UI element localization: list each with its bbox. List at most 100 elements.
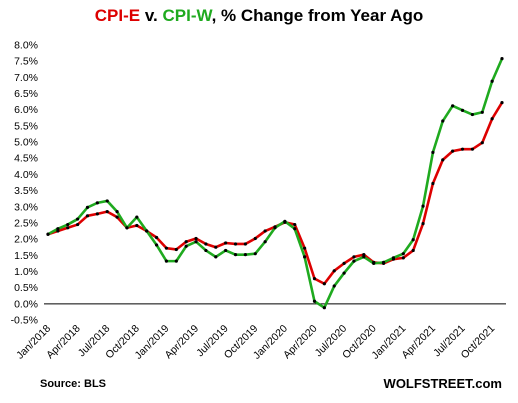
y-tick-label: 1.0%	[14, 266, 38, 278]
data-point-cpi-w	[470, 112, 474, 117]
data-point-cpi-w	[322, 306, 326, 310]
y-tick-label: 4.0%	[14, 169, 38, 181]
data-point-cpi-e	[500, 100, 504, 105]
data-point-cpi-e	[253, 236, 257, 241]
data-point-cpi-e	[411, 248, 415, 253]
data-point-cpi-w	[125, 226, 129, 230]
data-point-cpi-w	[184, 244, 188, 248]
data-point-cpi-w	[352, 259, 356, 263]
title-rest: , % Change from Year Ago	[211, 6, 424, 25]
data-point-cpi-w	[194, 240, 198, 244]
data-point-cpi-w	[460, 108, 465, 112]
data-point-cpi-e	[451, 149, 455, 153]
data-point-cpi-e	[214, 245, 218, 249]
data-point-cpi-w	[105, 199, 109, 203]
data-point-cpi-e	[224, 241, 228, 245]
data-point-cpi-e	[293, 222, 297, 227]
data-point-cpi-w	[411, 238, 415, 242]
source-note: Source: BLS	[40, 378, 107, 390]
data-point-cpi-w	[85, 205, 90, 210]
y-tick-label: 1.5%	[14, 250, 38, 262]
data-point-cpi-w	[164, 259, 169, 263]
data-point-cpi-w	[76, 217, 80, 221]
data-point-cpi-e	[105, 210, 109, 214]
data-point-cpi-w	[204, 248, 208, 253]
data-point-cpi-w	[154, 243, 159, 247]
data-point-cpi-w	[441, 119, 445, 123]
data-point-cpi-e	[95, 212, 99, 216]
chart-title: CPI-E v. CPI-W, % Change from Year Ago	[0, 6, 518, 26]
data-point-cpi-e	[184, 240, 188, 244]
data-point-cpi-e	[243, 242, 247, 246]
data-point-cpi-w	[214, 255, 218, 259]
data-point-cpi-e	[352, 255, 356, 259]
title-cpi-e: CPI-E	[94, 6, 141, 25]
data-point-cpi-e	[164, 246, 169, 250]
data-point-cpi-e	[204, 242, 208, 246]
y-tick-label: 2.0%	[14, 234, 38, 246]
data-point-cpi-w	[283, 219, 287, 223]
y-tick-label: 3.5%	[14, 185, 38, 197]
data-point-cpi-w	[451, 104, 455, 108]
data-point-cpi-w	[372, 261, 376, 265]
data-point-cpi-e	[490, 117, 494, 121]
data-point-cpi-w	[253, 252, 257, 256]
data-point-cpi-e	[194, 236, 198, 241]
data-point-cpi-e	[312, 276, 317, 281]
y-tick-label: 7.0%	[14, 72, 38, 84]
data-point-cpi-w	[115, 210, 119, 214]
data-point-cpi-w	[342, 271, 346, 275]
data-point-cpi-e	[322, 282, 326, 286]
data-point-cpi-e	[66, 226, 70, 230]
data-point-cpi-w	[362, 255, 366, 259]
data-point-cpi-w	[135, 215, 139, 219]
data-point-cpi-e	[174, 247, 178, 252]
y-tick-label: 2.5%	[14, 217, 38, 229]
y-tick-label: 0.5%	[14, 282, 38, 294]
y-tick-label: 6.0%	[14, 104, 38, 116]
data-point-cpi-e	[342, 261, 346, 265]
y-tick-label: 8.0%	[14, 40, 38, 52]
data-point-cpi-e	[332, 269, 336, 273]
data-point-cpi-e	[233, 242, 238, 246]
title-versus: v.	[140, 6, 163, 25]
data-point-cpi-e	[85, 214, 90, 218]
data-point-cpi-w	[145, 229, 149, 233]
data-point-cpi-e	[115, 215, 119, 219]
data-point-cpi-w	[480, 110, 484, 114]
marker-layer	[46, 56, 504, 310]
data-point-cpi-w	[391, 256, 396, 260]
data-point-cpi-e	[470, 147, 474, 151]
data-point-cpi-w	[401, 252, 405, 256]
data-point-cpi-w	[174, 259, 178, 263]
data-point-cpi-w	[233, 253, 238, 257]
title-cpi-w: CPI-W	[162, 6, 212, 25]
data-point-cpi-e	[135, 223, 139, 228]
data-point-cpi-w	[293, 227, 297, 231]
data-point-cpi-w	[421, 204, 425, 208]
data-point-cpi-e	[263, 229, 267, 233]
y-tick-label: 6.5%	[14, 88, 38, 100]
site-credit: WOLFSTREET.com	[383, 376, 502, 391]
data-point-cpi-e	[441, 158, 445, 162]
data-point-cpi-e	[56, 229, 60, 233]
data-point-cpi-e	[421, 221, 425, 226]
data-point-cpi-e	[401, 256, 405, 260]
series-line-cpi-e	[46, 101, 504, 286]
data-point-cpi-w	[273, 226, 277, 230]
data-point-cpi-w	[263, 240, 267, 244]
data-point-cpi-w	[500, 56, 504, 61]
y-tick-label: -0.5%	[11, 315, 38, 327]
data-point-cpi-e	[460, 147, 465, 151]
data-point-cpi-w	[312, 299, 317, 303]
data-point-cpi-w	[95, 201, 99, 205]
y-tick-label: 0.0%	[14, 298, 38, 310]
y-tick-label: 3.0%	[14, 201, 38, 213]
data-point-cpi-w	[56, 227, 60, 231]
y-tick-label: 5.0%	[14, 137, 38, 149]
y-tick-label: 4.5%	[14, 153, 38, 165]
chart-axes: -0.5% 0.0% 0.5% 1.0% 1.5% 2.0% 2.5% 3.0% 3.5% 4.0…	[11, 40, 506, 362]
data-point-cpi-e	[431, 181, 435, 186]
data-point-cpi-w	[303, 255, 307, 259]
